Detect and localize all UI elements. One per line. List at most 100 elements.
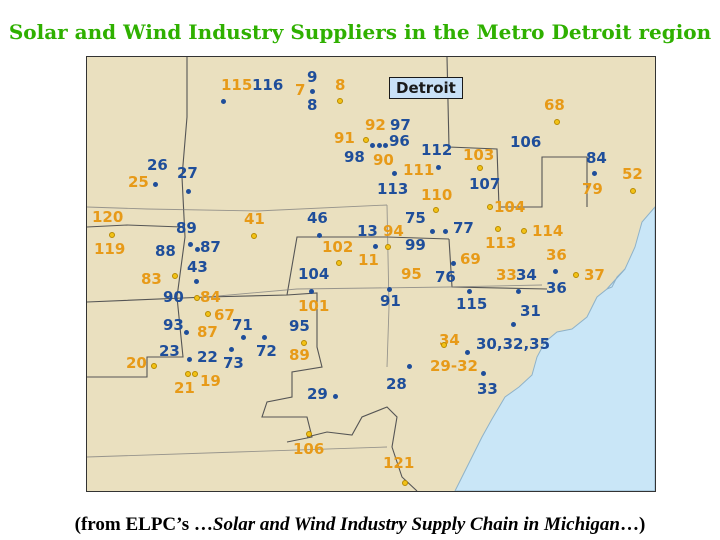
supplier-marker bbox=[185, 371, 191, 377]
supplier-label: 37 bbox=[584, 266, 605, 284]
supplier-marker bbox=[195, 247, 200, 252]
supplier-marker bbox=[317, 233, 322, 238]
supplier-marker bbox=[441, 342, 447, 348]
supplier-label: 69 bbox=[460, 250, 481, 268]
supplier-marker bbox=[109, 232, 115, 238]
supplier-marker bbox=[188, 242, 193, 247]
supplier-marker bbox=[336, 260, 342, 266]
supplier-marker bbox=[309, 289, 314, 294]
supplier-label: 113 bbox=[485, 234, 517, 252]
supplier-label: 67 bbox=[214, 306, 235, 324]
supplier-marker bbox=[630, 188, 636, 194]
supplier-label: 120 bbox=[92, 208, 124, 226]
supplier-label: 115 bbox=[456, 295, 488, 313]
supplier-label: 46 bbox=[307, 209, 328, 227]
supplier-label: 34 bbox=[516, 266, 537, 284]
supplier-marker bbox=[186, 189, 191, 194]
supplier-label: 41 bbox=[244, 210, 265, 228]
supplier-marker bbox=[521, 228, 527, 234]
supplier-marker bbox=[481, 371, 486, 376]
supplier-label: 29-32 bbox=[430, 357, 478, 375]
supplier-label: 31 bbox=[520, 302, 541, 320]
supplier-label: 102 bbox=[322, 238, 354, 256]
supplier-label: 72 bbox=[256, 342, 277, 360]
roads bbox=[87, 204, 543, 458]
detroit-label: Detroit bbox=[389, 77, 463, 99]
supplier-marker bbox=[383, 143, 388, 148]
supplier-label: 91 bbox=[380, 292, 401, 310]
supplier-marker bbox=[310, 89, 315, 94]
supplier-label: 89 bbox=[176, 219, 197, 237]
supplier-label: 75 bbox=[405, 209, 426, 227]
supplier-label: 71 bbox=[232, 316, 253, 334]
supplier-label: 106 bbox=[510, 133, 542, 151]
supplier-marker bbox=[337, 98, 343, 104]
map-title: Solar and Wind Industry Suppliers in the… bbox=[8, 20, 712, 44]
supplier-marker bbox=[184, 330, 189, 335]
supplier-label: 87 bbox=[200, 238, 221, 256]
supplier-marker bbox=[194, 295, 200, 301]
source-caption: (from ELPC’s …Solar and Wind Industry Su… bbox=[0, 514, 720, 536]
supplier-label: 9 bbox=[307, 68, 318, 86]
supplier-map: Detroit 115 116 9 7 8 8 68 92 97 91 96 9… bbox=[86, 56, 656, 492]
map-base bbox=[87, 57, 655, 491]
supplier-marker bbox=[451, 261, 456, 266]
supplier-label: 111 bbox=[403, 161, 435, 179]
supplier-marker bbox=[554, 119, 560, 125]
supplier-label: 77 bbox=[453, 219, 474, 237]
supplier-label: 96 bbox=[389, 132, 410, 150]
supplier-label: 73 bbox=[223, 354, 244, 372]
supplier-label: 68 bbox=[544, 96, 565, 114]
supplier-marker bbox=[436, 165, 441, 170]
supplier-label: 22 bbox=[197, 348, 218, 366]
supplier-label: 76 bbox=[435, 268, 456, 286]
supplier-label: 20 bbox=[126, 354, 147, 372]
supplier-label: 94 bbox=[383, 222, 404, 240]
supplier-marker bbox=[443, 229, 448, 234]
supplier-label: 21 bbox=[174, 379, 195, 397]
supplier-marker bbox=[306, 431, 312, 437]
supplier-marker bbox=[487, 204, 493, 210]
supplier-marker bbox=[301, 340, 307, 346]
supplier-label: 91 bbox=[334, 129, 355, 147]
caption-suffix: …) bbox=[620, 514, 646, 535]
supplier-label: 114 bbox=[532, 222, 564, 240]
supplier-marker bbox=[511, 322, 516, 327]
supplier-label: 110 bbox=[421, 186, 453, 204]
supplier-label: 7 bbox=[295, 81, 306, 99]
supplier-label: 8 bbox=[335, 76, 346, 94]
supplier-marker bbox=[392, 171, 397, 176]
supplier-label: 112 bbox=[421, 141, 453, 159]
supplier-label: 83 bbox=[141, 270, 162, 288]
supplier-label: 106 bbox=[293, 440, 325, 458]
supplier-label: 26 bbox=[147, 156, 168, 174]
supplier-label: 84 bbox=[200, 288, 221, 306]
supplier-label: 89 bbox=[289, 346, 310, 364]
caption-prefix: (from ELPC’s … bbox=[74, 514, 213, 535]
supplier-label: 90 bbox=[163, 288, 184, 306]
supplier-label: 79 bbox=[582, 180, 603, 198]
supplier-marker bbox=[151, 363, 157, 369]
supplier-label: 52 bbox=[622, 165, 643, 183]
supplier-marker bbox=[187, 357, 192, 362]
supplier-marker bbox=[592, 171, 597, 176]
supplier-marker bbox=[573, 272, 579, 278]
supplier-label: 92 bbox=[365, 116, 386, 134]
supplier-marker bbox=[229, 347, 234, 352]
supplier-label: 27 bbox=[177, 164, 198, 182]
supplier-label: 33 bbox=[477, 380, 498, 398]
supplier-marker bbox=[192, 371, 198, 377]
supplier-label: 101 bbox=[298, 297, 330, 315]
supplier-label: 30,32,35 bbox=[476, 335, 551, 353]
supplier-marker bbox=[251, 233, 257, 239]
supplier-marker bbox=[153, 182, 158, 187]
supplier-label: 36 bbox=[546, 279, 567, 297]
supplier-label: 28 bbox=[386, 375, 407, 393]
supplier-label: 8 bbox=[307, 96, 318, 114]
supplier-label: 119 bbox=[94, 240, 126, 258]
supplier-label: 113 bbox=[377, 180, 409, 198]
supplier-label: 43 bbox=[187, 258, 208, 276]
supplier-marker bbox=[433, 207, 439, 213]
supplier-marker bbox=[553, 269, 558, 274]
supplier-label: 95 bbox=[401, 265, 422, 283]
